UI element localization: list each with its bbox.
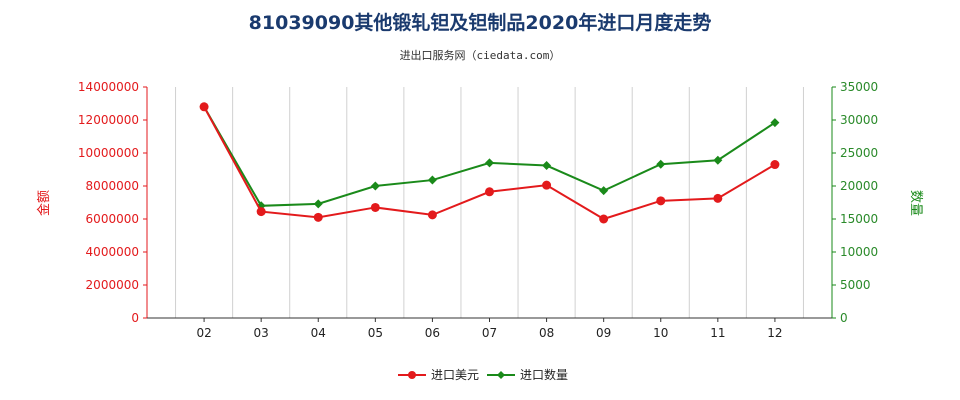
left-tick-label: 14000000 xyxy=(78,80,139,94)
point-amount xyxy=(542,180,552,190)
right-tick-label: 20000 xyxy=(840,179,878,193)
point-amount xyxy=(370,202,380,212)
x-tick-label: 06 xyxy=(425,326,440,340)
x-tick-label: 09 xyxy=(596,326,611,340)
x-tick-label: 10 xyxy=(653,326,668,340)
legend[interactable]: 进口美元 进口数量 xyxy=(398,367,568,382)
point-quantity xyxy=(770,118,780,128)
point-amount xyxy=(770,160,780,170)
right-tick-label: 30000 xyxy=(840,113,878,127)
right-axis-label: 数量 xyxy=(908,190,923,216)
right-tick-label: 5000 xyxy=(840,278,871,292)
chart-subtitle: 进出口服务网（ciedata.com） xyxy=(399,49,561,62)
left-axis-label: 金额 xyxy=(36,190,52,216)
left-tick-label: 12000000 xyxy=(78,113,139,127)
point-quantity xyxy=(599,186,609,196)
point-amount xyxy=(256,207,266,217)
x-tick-label: 08 xyxy=(539,326,554,340)
x-tick-label: 03 xyxy=(254,326,269,340)
right-axis-ticks: 0 5000 10000 15000 20000 25000 30000 35000 xyxy=(832,80,878,325)
right-tick-label: 0 xyxy=(840,311,848,325)
point-amount xyxy=(713,193,723,203)
point-quantity xyxy=(485,158,494,168)
point-quantity xyxy=(313,199,323,209)
point-amount xyxy=(485,187,494,197)
x-tick-label: 07 xyxy=(482,326,497,340)
point-quantity xyxy=(713,155,723,165)
left-tick-label: 0 xyxy=(131,311,139,325)
chart-axes xyxy=(146,87,833,319)
left-tick-label: 6000000 xyxy=(86,212,139,226)
point-amount xyxy=(656,196,666,206)
x-axis-ticks: 02 03 04 05 06 07 08 09 10 11 12 xyxy=(196,318,783,340)
left-axis-ticks: 0 2000000 4000000 6000000 8000000 10000000 120… xyxy=(78,80,147,325)
x-tick-label: 11 xyxy=(710,326,725,340)
point-quantity xyxy=(427,175,437,185)
legend-label: 进口数量 xyxy=(520,367,568,382)
point-quantity xyxy=(370,181,380,191)
x-tick-label: 05 xyxy=(368,326,383,340)
x-tick-label: 02 xyxy=(196,326,211,340)
point-amount xyxy=(427,210,437,220)
right-tick-label: 35000 xyxy=(840,80,878,94)
left-tick-label: 10000000 xyxy=(78,146,139,160)
point-amount xyxy=(199,102,209,112)
chart-title: 81039090其他锻轧钽及钽制品2020年进口月度走势 xyxy=(248,12,712,34)
x-tick-label: 04 xyxy=(311,326,326,340)
legend-marker-circle xyxy=(408,371,416,379)
grid-lines xyxy=(175,87,804,318)
data-series xyxy=(199,102,780,224)
point-quantity xyxy=(656,159,666,169)
point-amount xyxy=(599,214,609,224)
legend-marker-diamond xyxy=(497,371,505,379)
right-tick-label: 15000 xyxy=(840,212,878,226)
left-tick-label: 8000000 xyxy=(86,179,139,193)
left-tick-label: 2000000 xyxy=(86,278,139,292)
right-tick-label: 25000 xyxy=(840,146,878,160)
legend-label: 进口美元 xyxy=(431,368,479,382)
x-tick-label: 12 xyxy=(767,326,782,340)
point-quantity xyxy=(542,161,552,171)
right-tick-label: 10000 xyxy=(840,245,878,259)
left-tick-label: 4000000 xyxy=(86,245,139,259)
point-amount xyxy=(313,212,323,222)
